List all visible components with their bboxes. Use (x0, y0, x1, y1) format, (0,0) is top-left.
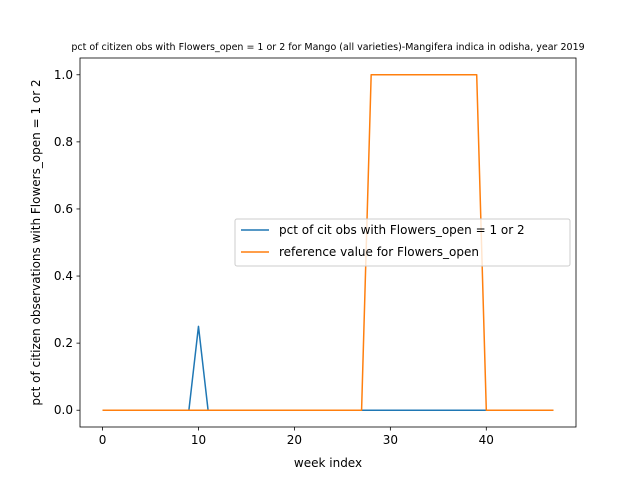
x-tick-label: 20 (287, 433, 302, 447)
y-tick-label: 0.4 (54, 269, 73, 283)
chart-title: pct of citizen obs with Flowers_open = 1… (71, 42, 584, 53)
legend-label-series-2: reference value for Flowers_open (279, 245, 479, 259)
y-tick-label: 0.2 (54, 336, 73, 350)
y-tick-label: 0.0 (54, 403, 73, 417)
x-tick-label: 30 (383, 433, 398, 447)
legend: pct of cit obs with Flowers_open = 1 or … (234, 218, 571, 267)
x-tick-label: 40 (479, 433, 494, 447)
plot-area (79, 57, 577, 428)
x-tick-label: 10 (191, 433, 206, 447)
y-tick-label: 1.0 (54, 68, 73, 82)
y-tick-label: 0.8 (54, 135, 73, 149)
y-axis-label: pct of citizen observations with Flowers… (29, 79, 43, 405)
axes-frame (79, 57, 577, 428)
y-tick-label: 0.6 (54, 202, 73, 216)
legend-box (234, 218, 571, 267)
x-tick-label: 0 (99, 433, 107, 447)
x-axis-label: week index (294, 456, 362, 470)
series-line-2 (102, 74, 554, 411)
series-layer (102, 74, 554, 411)
legend-label-series-1: pct of cit obs with Flowers_open = 1 or … (279, 223, 525, 237)
ticks: 0 10 20 30 40 0.0 0.2 0.4 0.6 0.8 1.0 (54, 68, 494, 447)
